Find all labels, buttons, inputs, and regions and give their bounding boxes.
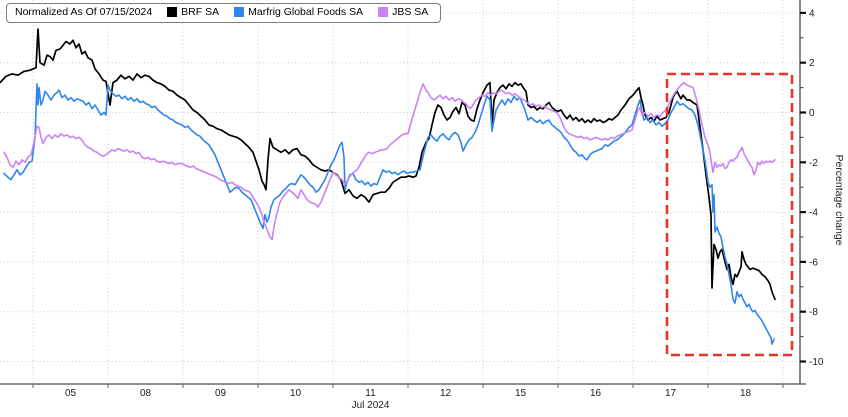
legend-label-jbs-sa: JBS SA [392, 6, 429, 18]
y-tick-label: -8 [809, 307, 818, 318]
y-minor-tick [800, 236, 804, 238]
legend-series-items: BRF SA Marfrig Global Foods SA JBS SA [167, 7, 428, 18]
legend-item-marfrig-global-foods-sa: Marfrig Global Foods SA [234, 7, 363, 18]
y-minor-tick [800, 336, 804, 338]
y-minor-tick [800, 286, 804, 288]
highlight-annotation-box [665, 72, 794, 357]
y-tick-label: 4 [809, 8, 815, 19]
y-minor-tick [800, 136, 804, 138]
legend-item-jbs-sa: JBS SA [378, 7, 428, 18]
y-tick-label: -2 [809, 158, 818, 169]
legend-label-brf-sa: BRF SA [181, 6, 220, 18]
legend-swatch-brf-sa [167, 7, 178, 18]
y-tick [800, 111, 806, 114]
y-tick [800, 211, 806, 214]
y-tick [800, 11, 806, 14]
y-tick [800, 61, 806, 64]
x-tick-label: 05 [65, 388, 77, 399]
y-tick [800, 260, 806, 263]
x-tick-label: 10 [290, 388, 302, 399]
y-minor-tick [800, 87, 804, 89]
y-tick [800, 161, 806, 164]
y-tick-label: -10 [809, 357, 824, 368]
x-tick-label: 17 [665, 388, 677, 399]
series-line-brf-sa [0, 28, 776, 301]
legend-label-marfrig-global-foods-sa: Marfrig Global Foods SA [248, 6, 364, 18]
chart-legend: Normalized As Of 07/15/2024 BRF SA Marfri… [6, 3, 442, 23]
series-line-marfrig-global-foods-sa [3, 83, 775, 345]
normalized-as-of-label: Normalized As Of 07/15/2024 [15, 6, 153, 18]
x-tick-label: 16 [590, 388, 602, 399]
y-tick-label: -6 [809, 257, 818, 268]
legend-item-brf-sa: BRF SA [167, 7, 219, 18]
x-tick-label: 18 [740, 388, 752, 399]
legend-swatch-marfrig-global-foods-sa [234, 7, 245, 18]
y-tick [800, 360, 806, 363]
y-minor-tick [800, 186, 804, 188]
x-tick-label: 08 [140, 388, 152, 399]
y-minor-tick [800, 37, 804, 39]
x-axis-month-label: Jul 2024 [352, 400, 390, 411]
x-tick-label: 11 [365, 388, 376, 399]
y-axis-title: Percentage change [833, 154, 845, 245]
x-tick-label: 09 [215, 388, 227, 399]
series-line-jbs-sa [3, 81, 776, 241]
legend-swatch-jbs-sa [378, 7, 389, 18]
y-tick [800, 310, 806, 313]
y-tick-label: -4 [809, 208, 818, 219]
x-tick-label: 15 [515, 388, 527, 399]
y-tick-label: 2 [809, 58, 815, 69]
x-tick-label: 12 [440, 388, 452, 399]
y-tick-label: 0 [809, 108, 815, 119]
